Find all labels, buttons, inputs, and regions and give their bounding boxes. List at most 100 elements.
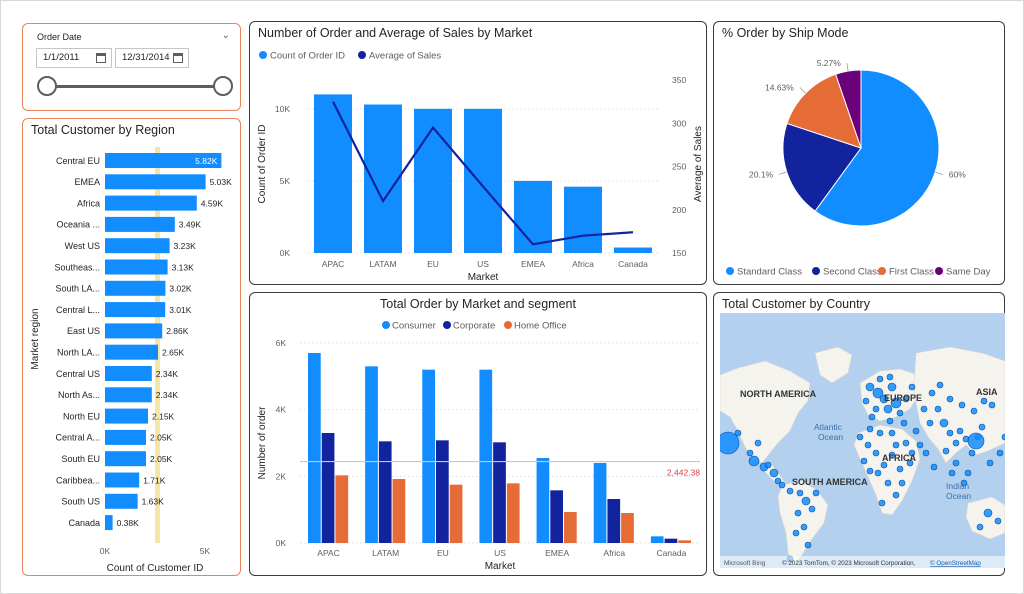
country-bubble[interactable] xyxy=(876,375,884,383)
country-bubble[interactable] xyxy=(967,432,985,450)
start-date-input[interactable]: 1/1/2011 xyxy=(36,48,112,68)
region-bar[interactable] xyxy=(105,493,138,509)
country-bubble[interactable] xyxy=(956,427,964,435)
segment-bar-2[interactable] xyxy=(564,512,577,543)
region-bar[interactable] xyxy=(105,408,148,424)
country-bubble[interactable] xyxy=(946,429,954,437)
country-bubble[interactable] xyxy=(892,441,900,449)
country-bubble[interactable] xyxy=(888,451,896,459)
country-bubble[interactable] xyxy=(902,439,910,447)
segment-bar-1[interactable] xyxy=(436,440,449,543)
country-bubble[interactable] xyxy=(878,499,886,507)
country-bubble[interactable] xyxy=(948,469,956,477)
segment-bar-0[interactable] xyxy=(536,458,550,543)
region-bar[interactable] xyxy=(105,302,166,318)
market-sales-line[interactable] xyxy=(332,101,634,246)
country-bubble[interactable] xyxy=(902,395,910,403)
chevron-down-icon[interactable]: ⌄ xyxy=(221,30,230,41)
segment-bar-0[interactable] xyxy=(308,353,321,543)
segment-bar-2[interactable] xyxy=(449,484,463,543)
country-bubble[interactable] xyxy=(746,449,754,457)
segment-bar-0[interactable] xyxy=(422,369,435,543)
country-bubble[interactable] xyxy=(996,449,1004,457)
calendar-icon[interactable] xyxy=(173,53,183,63)
market-order-bar[interactable] xyxy=(464,108,502,253)
country-bubble[interactable] xyxy=(988,401,996,409)
segment-bar-2[interactable] xyxy=(506,483,520,543)
country-bubble[interactable] xyxy=(939,418,949,428)
country-bubble[interactable] xyxy=(764,461,772,469)
date-range-track[interactable] xyxy=(47,85,223,88)
region-bar[interactable] xyxy=(105,216,175,232)
region-bar[interactable] xyxy=(105,366,152,381)
segment-bar-2[interactable] xyxy=(335,475,349,543)
country-bubble[interactable] xyxy=(920,405,928,413)
country-bubble[interactable] xyxy=(774,477,782,485)
pie-slice[interactable] xyxy=(835,69,862,149)
country-bubble[interactable] xyxy=(862,397,870,405)
country-bubble[interactable] xyxy=(880,461,888,469)
market-order-bar[interactable] xyxy=(414,108,452,253)
region-bar[interactable] xyxy=(105,259,168,275)
segment-bar-0[interactable] xyxy=(650,536,664,543)
country-bubble[interactable] xyxy=(888,429,896,437)
country-bubble[interactable] xyxy=(898,479,906,487)
segment-bar-2[interactable] xyxy=(392,479,406,543)
region-bar[interactable] xyxy=(105,153,222,168)
country-bubble[interactable] xyxy=(794,509,802,517)
country-bubble[interactable] xyxy=(754,439,762,447)
country-bubble[interactable] xyxy=(868,413,876,421)
country-bubble[interactable] xyxy=(964,469,972,477)
calendar-icon[interactable] xyxy=(96,53,106,63)
pie-slice[interactable] xyxy=(782,122,862,212)
country-bubble[interactable] xyxy=(930,463,938,471)
country-bubble[interactable] xyxy=(796,489,804,497)
segment-bar-0[interactable] xyxy=(479,369,493,543)
country-bubble[interactable] xyxy=(936,381,944,389)
segment-bar-0[interactable] xyxy=(593,463,607,543)
country-bubble[interactable] xyxy=(804,541,812,549)
region-bar[interactable] xyxy=(105,323,163,339)
region-bar[interactable] xyxy=(105,195,197,211)
market-order-bar[interactable] xyxy=(364,104,402,253)
country-bubble[interactable] xyxy=(887,382,897,392)
country-bubble[interactable] xyxy=(778,481,786,489)
country-bubble[interactable] xyxy=(934,405,942,413)
country-bubble[interactable] xyxy=(886,417,894,425)
country-bubble[interactable] xyxy=(734,429,742,437)
country-bubble[interactable] xyxy=(980,397,988,405)
country-bubble[interactable] xyxy=(890,397,902,409)
country-bubble[interactable] xyxy=(1001,433,1005,441)
country-bubble[interactable] xyxy=(876,429,884,437)
country-bubble[interactable] xyxy=(786,487,794,495)
country-bubble[interactable] xyxy=(801,496,811,506)
country-bubble[interactable] xyxy=(952,459,960,467)
country-bubble[interactable] xyxy=(860,457,868,465)
country-bubble[interactable] xyxy=(896,465,904,473)
country-bubble[interactable] xyxy=(872,449,880,457)
country-bubble[interactable] xyxy=(874,469,882,477)
country-bubble[interactable] xyxy=(976,523,984,531)
country-bubble[interactable] xyxy=(916,441,924,449)
country-bubble[interactable] xyxy=(958,401,966,409)
country-bubble[interactable] xyxy=(922,449,930,457)
market-order-bar[interactable] xyxy=(514,180,552,253)
country-bubble[interactable] xyxy=(978,423,986,431)
market-order-bar[interactable] xyxy=(614,247,652,253)
country-bubble[interactable] xyxy=(912,427,920,435)
country-bubble[interactable] xyxy=(968,449,976,457)
slider-end-handle[interactable] xyxy=(213,76,233,96)
country-bubble[interactable] xyxy=(864,441,872,449)
country-bubble[interactable] xyxy=(866,467,874,475)
segment-bar-1[interactable] xyxy=(664,538,678,543)
market-order-bar[interactable] xyxy=(564,186,602,253)
region-bar[interactable] xyxy=(105,472,140,488)
country-bubble[interactable] xyxy=(872,405,880,413)
country-bubble[interactable] xyxy=(900,419,908,427)
region-bar[interactable] xyxy=(105,238,170,254)
country-bubble[interactable] xyxy=(886,373,894,381)
region-bar[interactable] xyxy=(105,280,166,296)
country-bubble[interactable] xyxy=(808,505,816,513)
country-bubble[interactable] xyxy=(812,489,820,497)
country-bubble[interactable] xyxy=(906,459,914,467)
